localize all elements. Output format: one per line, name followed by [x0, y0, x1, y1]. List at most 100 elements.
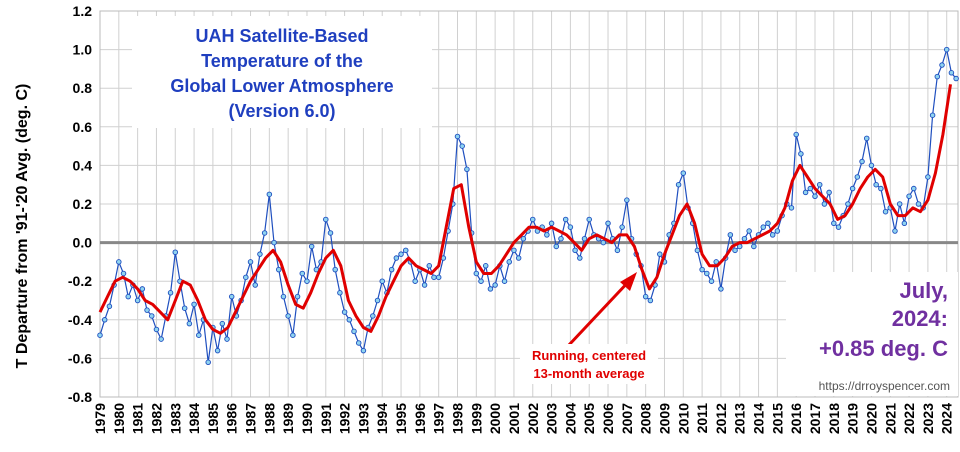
running-avg-label-1: Running, centered: [532, 348, 646, 363]
monthly-point: [464, 166, 470, 173]
x-tick-label: 1986: [224, 403, 240, 434]
source-url: https://drroyspencer.com: [819, 379, 950, 393]
monthly-point: [934, 73, 941, 80]
x-tick-label: 1989: [280, 403, 296, 434]
chart-title-line-4: (Version 6.0): [228, 101, 335, 121]
monthly-point: [798, 151, 804, 157]
monthly-point: [812, 193, 818, 200]
monthly-point: [403, 247, 409, 254]
y-tick-label: 0.6: [73, 119, 93, 135]
x-tick-label: 1987: [243, 403, 259, 434]
monthly-point: [892, 228, 898, 234]
monthly-point: [144, 307, 150, 313]
monthly-point: [647, 297, 654, 304]
monthly-point: [116, 259, 122, 265]
x-tick-label: 2021: [882, 403, 898, 434]
monthly-point: [718, 286, 724, 292]
monthly-point: [393, 255, 400, 261]
x-tick-label: 1992: [337, 403, 353, 434]
monthly-point: [925, 174, 931, 180]
x-tick-label: 2024: [939, 403, 955, 434]
x-tick-label: 2020: [863, 403, 879, 434]
monthly-point: [704, 270, 710, 277]
x-tick-label: 2011: [694, 403, 710, 434]
monthly-point: [106, 303, 113, 310]
monthly-point: [205, 359, 211, 366]
monthly-point: [713, 259, 719, 265]
monthly-point: [228, 293, 235, 300]
monthly-point: [148, 313, 155, 319]
monthly-point: [694, 247, 701, 254]
x-tick-label: 2009: [656, 403, 672, 434]
monthly-point: [562, 216, 569, 223]
monthly-point: [854, 174, 861, 180]
monthly-point: [243, 274, 249, 281]
monthly-point: [257, 251, 263, 257]
latest-value-box: [786, 272, 958, 396]
monthly-point: [586, 216, 592, 223]
monthly-point: [859, 158, 865, 165]
running-avg-label-2: 13-month average: [533, 366, 644, 381]
monthly-point: [873, 181, 879, 188]
monthly-point: [219, 320, 226, 327]
monthly-point: [901, 220, 908, 227]
monthly-point: [304, 278, 310, 284]
monthly-point: [280, 293, 287, 300]
monthly-point: [332, 266, 338, 273]
monthly-point: [252, 282, 258, 288]
monthly-point: [680, 170, 687, 176]
annotation-arrow: [566, 276, 634, 348]
latest-year-label: 2024:: [892, 306, 948, 331]
monthly-point: [929, 112, 936, 118]
monthly-point: [196, 332, 202, 338]
monthly-point: [727, 232, 734, 238]
monthly-point: [520, 235, 527, 242]
monthly-point: [454, 133, 461, 140]
x-tick-label: 1990: [299, 403, 315, 434]
x-tick-label: 2012: [713, 403, 729, 434]
monthly-point: [906, 193, 912, 200]
x-tick-label: 1999: [468, 403, 484, 434]
monthly-point: [802, 189, 809, 196]
monthly-point: [765, 220, 771, 227]
monthly-point: [337, 290, 343, 296]
x-tick-label: 1988: [261, 403, 277, 434]
monthly-point: [614, 247, 621, 254]
y-tick-label: -0.4: [68, 312, 92, 328]
monthly-point: [581, 235, 588, 242]
monthly-point: [167, 290, 174, 296]
x-tick-label: 2005: [581, 403, 597, 434]
monthly-point: [845, 201, 851, 207]
monthly-point: [478, 278, 484, 284]
x-tick-label: 1984: [186, 403, 202, 434]
monthly-point: [186, 320, 193, 327]
monthly-point: [605, 220, 611, 227]
x-tick-label: 1980: [111, 403, 127, 434]
y-tick-label: 0.4: [73, 157, 93, 173]
chart-title-line-1: UAH Satellite-Based: [195, 26, 368, 46]
y-tick-label: 1.0: [73, 42, 93, 58]
monthly-point: [172, 249, 179, 255]
x-tick-label: 2008: [638, 403, 654, 434]
monthly-point: [708, 278, 715, 284]
y-tick-label: 1.2: [73, 3, 93, 19]
x-tick-labels: 1979 1980 1981 1982 1983 1984 1985 1986 1987 1988…: [92, 403, 955, 434]
x-tick-label: 1997: [431, 403, 447, 434]
x-tick-label: 1995: [393, 403, 409, 434]
monthly-point: [290, 332, 296, 338]
chart-title-line-2: Temperature of the: [201, 51, 363, 71]
monthly-point: [351, 328, 357, 335]
x-tick-label: 2007: [619, 403, 635, 434]
x-tick-label: 2015: [769, 403, 785, 434]
monthly-point: [821, 201, 828, 207]
x-tick-label: 2019: [845, 403, 861, 434]
y-tick-label: 0.0: [73, 235, 93, 251]
x-tick-label: 1991: [318, 403, 334, 434]
y-axis-label: T Departure from '91-'20 Avg. (deg. C): [14, 84, 31, 369]
monthly-point: [760, 224, 767, 230]
monthly-point: [699, 266, 705, 273]
monthly-point: [675, 181, 682, 188]
monthly-point: [101, 317, 108, 323]
x-tick-label: 2004: [562, 403, 578, 434]
